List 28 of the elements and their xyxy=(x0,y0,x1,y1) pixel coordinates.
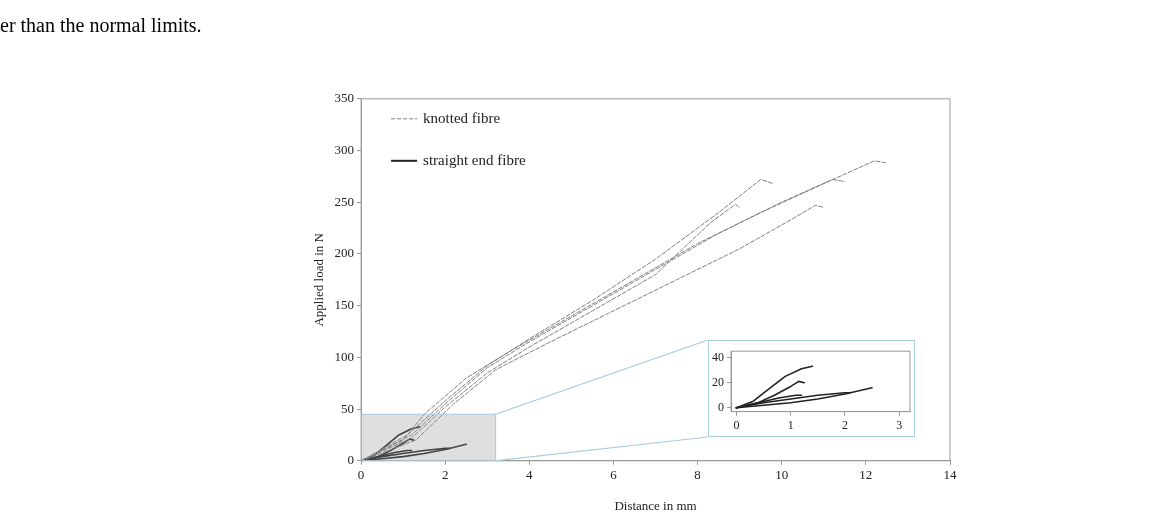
y-tick-label: 0 xyxy=(718,399,724,414)
y-tick-label: 40 xyxy=(712,349,724,364)
y-tick-label: 50 xyxy=(341,400,355,416)
y-axis-title: Applied load in N xyxy=(311,232,327,327)
x-tick-label: 6 xyxy=(610,467,618,483)
y-tick-label: 150 xyxy=(334,297,355,313)
y-tick-label: 250 xyxy=(334,193,355,209)
x-tick-label: 8 xyxy=(694,467,701,483)
x-tick-label: 1 xyxy=(787,417,794,432)
y-tick-label: 300 xyxy=(334,141,355,157)
y-tick-label: 0 xyxy=(347,452,355,468)
x-tick-label: 10 xyxy=(775,467,789,483)
y-tick-label: 200 xyxy=(334,245,355,261)
legend-label: knotted fibre xyxy=(423,109,501,126)
legend-label: straight end fibre xyxy=(423,151,526,168)
x-tick-label: 2 xyxy=(841,417,848,432)
x-tick-label: 4 xyxy=(526,467,534,483)
y-tick-label: 20 xyxy=(712,374,724,389)
x-axis-title: Distance in mm xyxy=(614,497,697,513)
x-tick-label: 12 xyxy=(859,467,873,483)
text: er than the normal limits. xyxy=(0,14,202,37)
x-tick-label: 0 xyxy=(357,467,365,483)
x-tick-label: 0 xyxy=(733,417,740,432)
y-tick-label: 350 xyxy=(334,90,355,106)
x-tick-label: 3 xyxy=(896,417,903,432)
x-tick-label: 2 xyxy=(441,467,449,483)
y-tick-label: 100 xyxy=(334,348,355,364)
x-tick-label: 14 xyxy=(943,467,957,483)
